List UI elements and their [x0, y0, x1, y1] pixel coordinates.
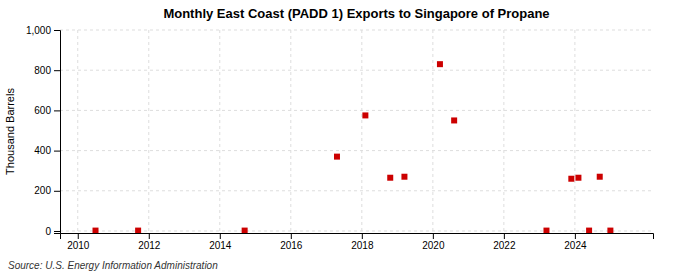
point — [93, 228, 99, 233]
tick-mark — [362, 233, 363, 239]
chart: 2010 2012 2014 2016 2018 2020 2022 2024 0 200 400 6… — [0, 0, 675, 275]
grid-line — [60, 70, 653, 71]
tick-label: 2022 — [493, 240, 516, 251]
tick-label: 2024 — [564, 240, 587, 251]
tick-label: 600 — [34, 105, 51, 116]
tick-mark — [220, 233, 221, 239]
point — [568, 176, 574, 182]
grid-line — [432, 30, 433, 233]
point — [387, 175, 393, 181]
grid-line — [503, 30, 504, 233]
tick: 2016 — [280, 233, 303, 251]
point — [575, 175, 581, 181]
points — [93, 61, 614, 233]
grid-line — [148, 30, 149, 233]
tick: 600 — [34, 105, 60, 116]
tick-mark — [291, 233, 292, 239]
grid-line — [60, 190, 653, 191]
tick: 1,000 — [26, 25, 60, 36]
x-axis: 2010 2012 2014 2016 2018 2020 2022 2024 — [61, 233, 654, 251]
tick-label: 2014 — [209, 240, 232, 251]
axis-line — [54, 31, 61, 234]
tick-mark — [54, 151, 60, 152]
grid-line — [290, 30, 291, 233]
tick-mark — [504, 233, 505, 239]
tick-label: 2020 — [422, 240, 445, 251]
tick: 200 — [34, 185, 60, 196]
tick-mark — [54, 30, 60, 31]
tick-label: 2016 — [280, 240, 303, 251]
tick-mark — [54, 231, 60, 232]
tick-mark — [78, 233, 79, 239]
tick-mark — [54, 110, 60, 111]
tick: 2018 — [351, 233, 374, 251]
tick: 800 — [34, 65, 60, 76]
tick: 2012 — [138, 233, 161, 251]
point — [607, 228, 613, 233]
tick: 2020 — [422, 233, 445, 251]
tick-mark — [54, 70, 60, 71]
point — [597, 174, 603, 180]
grid-line — [219, 30, 220, 233]
tick-label: 2010 — [67, 240, 90, 251]
y-axis: 0 200 400 600 800 1,000 — [26, 25, 61, 237]
annotation: Source: U.S. Energy Information Administ… — [8, 260, 218, 271]
point — [437, 61, 443, 67]
tick-label: 0 — [45, 226, 51, 237]
grid — [60, 30, 653, 233]
tick: 2010 — [67, 233, 90, 251]
point — [543, 228, 549, 233]
tick-label: 2012 — [138, 240, 161, 251]
point — [451, 117, 457, 123]
tick-mark — [149, 233, 150, 239]
point — [401, 174, 407, 180]
tick: 0 — [45, 226, 60, 237]
point — [242, 228, 248, 233]
axis-line — [61, 234, 654, 240]
grid-line — [361, 30, 362, 233]
tick: 2022 — [493, 233, 516, 251]
grid-line — [77, 30, 78, 233]
tick: 2024 — [564, 233, 587, 251]
plot-area: 2010 2012 2014 2016 2018 2020 2022 2024 0 200 400 6… — [26, 25, 654, 251]
y-axis-title: Thousand Barrels — [4, 88, 16, 175]
tick-label: 200 — [34, 185, 51, 196]
point — [135, 228, 141, 233]
tick-label: 800 — [34, 65, 51, 76]
tick: 400 — [34, 145, 60, 156]
tick-mark — [54, 191, 60, 192]
tick-label: 2018 — [351, 240, 374, 251]
grid-line — [574, 30, 575, 233]
point — [586, 228, 592, 233]
tick-label: 1,000 — [26, 25, 51, 36]
tick-mark — [433, 233, 434, 239]
tick-mark — [575, 233, 576, 239]
tick: 2014 — [209, 233, 232, 251]
point — [362, 112, 368, 118]
tick-label: 400 — [34, 145, 51, 156]
point — [334, 154, 340, 160]
title: Monthly East Coast (PADD 1) Exports to S… — [163, 6, 549, 21]
